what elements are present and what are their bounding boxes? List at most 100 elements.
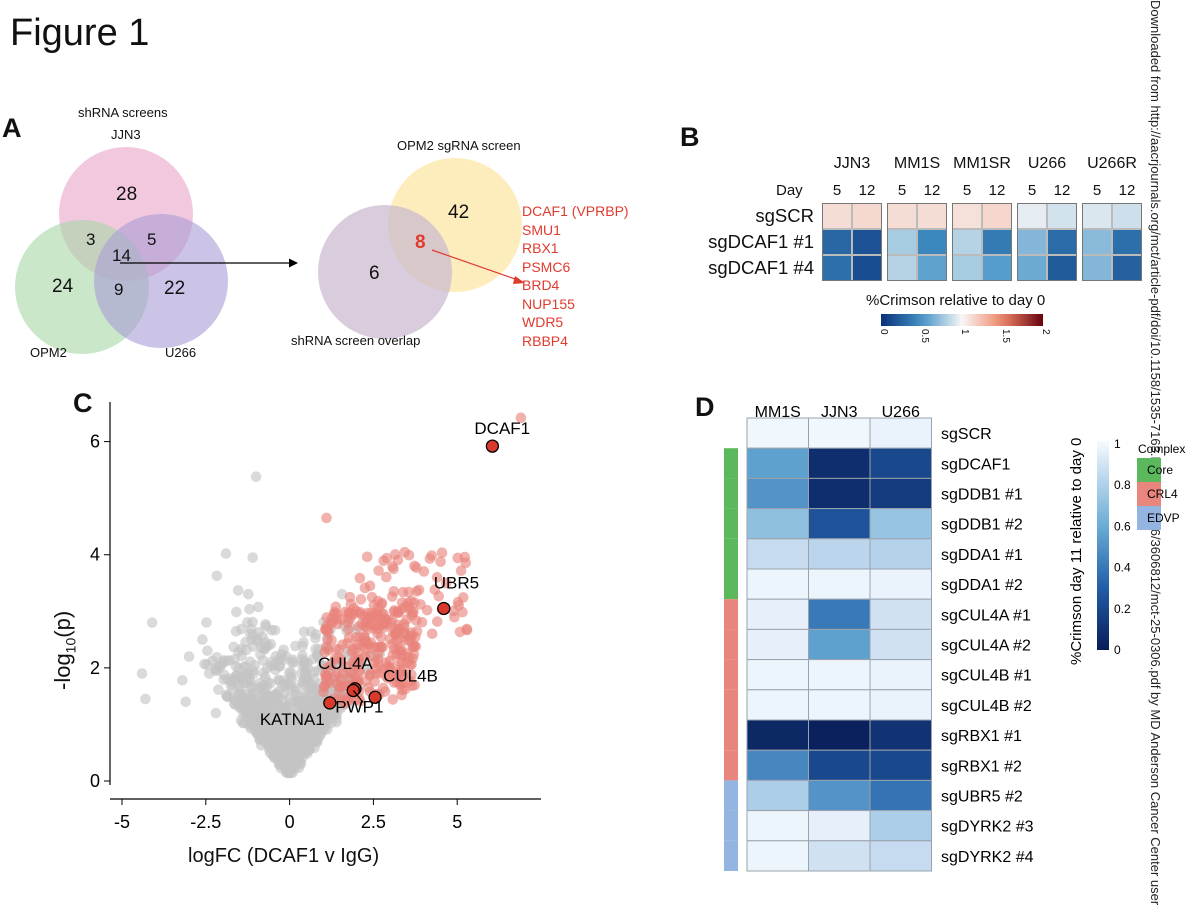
volcano-point [202,645,213,657]
d-heat-cell [808,779,871,812]
venn-count-sgrna: 42 [448,202,470,223]
volcano-point [271,711,283,722]
d-heat-cell [808,719,871,751]
volcano-point [260,621,272,632]
d-heat-cell [746,508,809,540]
gene-arrow-line [431,249,519,281]
figure-title: Figure 1 [10,12,150,54]
volcano-point-significant [421,604,433,616]
volcano-highlight-label: CUL4A [318,654,373,673]
volcano-point-significant [389,606,400,618]
d-heat-cell [808,598,871,630]
b-day-value: 12 [1053,182,1071,199]
d-complex-annotation [724,538,738,569]
volcano-point [233,663,245,675]
volcano-point-significant [387,694,399,705]
volcano-point-significant [372,657,384,669]
volcano-point-significant [396,678,407,690]
b-row-label: sgDCAF1 #1 [708,231,814,252]
volcano-point-significant [372,595,384,607]
b-heat-cell [982,255,1012,281]
d-complex-annotation [724,659,738,690]
venn-count-overlap: 6 [369,263,380,284]
venn-count-opm2: 24 [52,276,74,297]
volcano-point-significant [340,661,351,673]
volcano-point-significant [396,597,408,608]
panel-a-label: A [2,113,22,143]
volcano-point-significant [353,665,365,676]
volcano-point [248,687,259,699]
volcano-point-significant [362,624,373,635]
volcano-point-significant [381,618,393,630]
b-colorbar-title: %Crimson relative to day 0 [866,292,1046,309]
venn-right-title: OPM2 sgRNA screen [397,138,521,153]
b-day-value: 12 [988,182,1006,199]
volcano-point-significant [406,669,417,681]
venn-label-u266: U266 [165,345,197,360]
d-heat-cell [746,810,809,842]
volcano-point-significant [361,551,373,563]
b-heat-cell [852,229,882,255]
volcano-point-significant [436,547,448,559]
volcano-point-significant [364,580,376,592]
d-heat-cell [746,659,809,691]
d-row-label: sgRBX1 #1 [941,728,1022,745]
d-heat-cell [869,689,932,721]
d-heat-cell [808,628,871,661]
volcano-point [279,734,290,746]
d-colorbar-title: %Crimson day 11 relative to day 0 [1068,438,1085,665]
y-tick-label: 4 [90,545,100,565]
x-tick-label: 0 [285,812,295,832]
volcano-point [211,570,223,582]
d-heat-cell [869,477,932,510]
d-row-label: sgDDB1 #1 [941,487,1023,504]
volcano-point [140,693,151,705]
volcano-point-significant [393,623,405,634]
venn-count-jjn3-u266: 5 [147,230,157,249]
volcano-highlight-point [485,439,500,453]
volcano-point-significant [382,661,393,673]
volcano-point-significant [409,679,420,691]
d-colorbar-tick: 1 [1114,437,1121,451]
volcano-point-significant [435,556,446,567]
d-row-label: sgSCR [941,426,992,443]
venn-right-overlap-label: shRNA screen overlap [291,333,421,348]
x-tick-label: 2.5 [361,812,386,832]
d-colorbar-tick: 0.6 [1114,519,1131,533]
d-heat-cell [869,568,932,600]
d-heat-cell [746,417,809,449]
d-complex-annotation [724,478,738,509]
d-complex-annotation [724,569,738,600]
volcano-point [239,688,251,700]
b-group-label: MM1SR [953,155,1011,172]
gene-item: RBBP4 [522,332,568,349]
volcano-point-significant [350,631,362,643]
d-heat-cell [808,568,871,600]
d-heat-cell [746,749,809,781]
d-row-label: sgDYRK2 #4 [941,849,1034,866]
d-row-label: sgDDA1 #2 [941,577,1023,594]
gene-item: DCAF1 (VPRBP) [522,203,629,219]
d-heat-cell [869,598,932,630]
b-group-label: U266R [1087,155,1137,172]
volcano-point-significant [321,512,332,524]
b-group-box [1082,203,1142,281]
venn-overlap-circle [318,205,452,339]
volcano-highlight-label: KATNA1 [260,710,325,729]
d-complex-annotation [724,508,738,539]
volcano-point-significant [347,643,359,655]
venn-count-jjn3: 28 [116,184,138,205]
b-group-box [952,203,1012,281]
volcano-point-significant [433,590,445,602]
gene-item: BRD4 [522,277,560,293]
volcano-point [290,640,301,652]
volcano-point-significant [363,682,374,693]
d-colorbar-tick: 0.2 [1114,602,1131,616]
panel-c-label: C [73,388,93,418]
volcano-point-significant [387,638,398,650]
volcano-point-significant [386,591,398,602]
b-day-value: 12 [858,182,876,199]
volcano-point [244,603,255,615]
d-row-label: sgCUL4A #1 [941,607,1031,624]
